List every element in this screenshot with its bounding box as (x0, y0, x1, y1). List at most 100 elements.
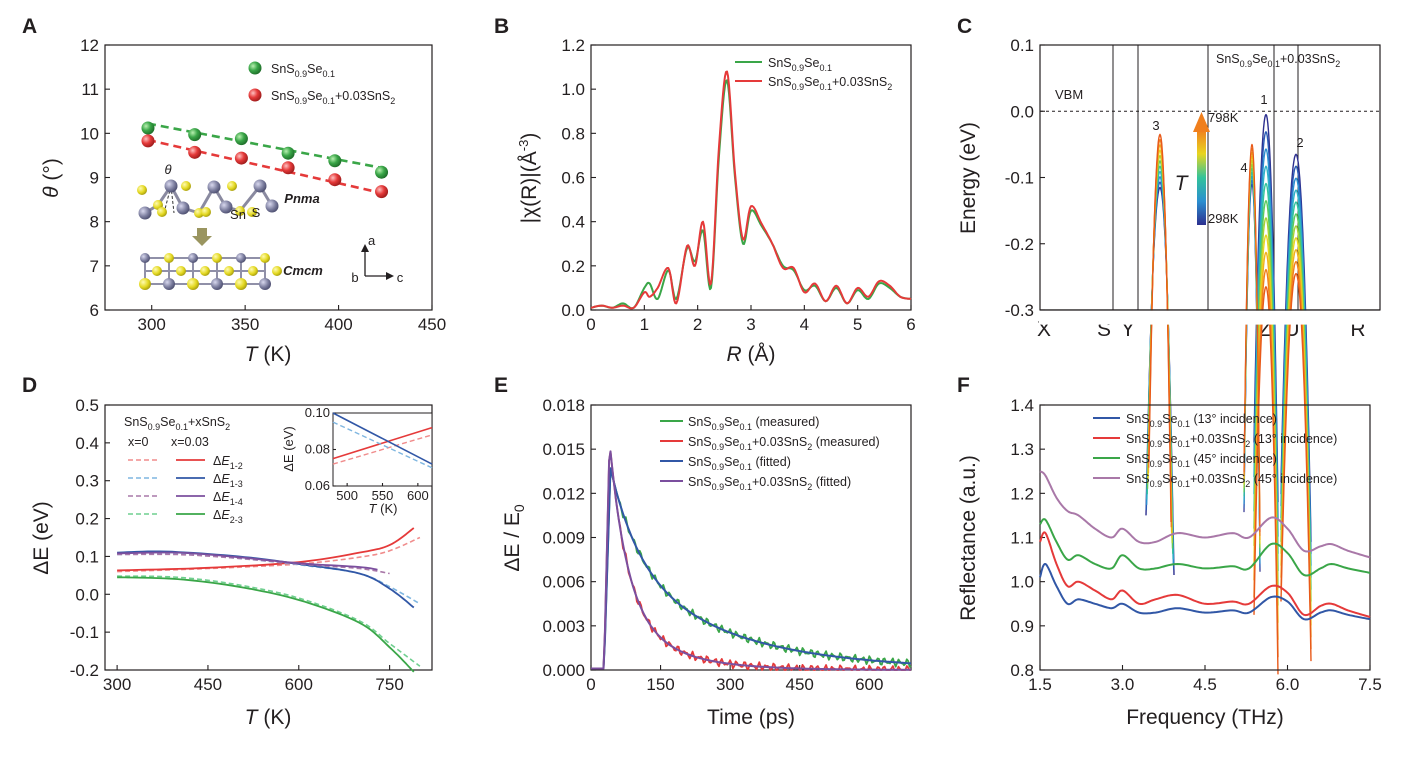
atom (260, 253, 270, 263)
panel-f-thz-reflectance: 1.5 3.0 4.5 6.0 7.5 0.8 0.9 1.0 1.1 1.2 1.3 1.4 Freq… (957, 396, 1382, 729)
data-point (375, 165, 389, 179)
s-atom (137, 185, 147, 195)
s-atom (181, 181, 191, 191)
legend-label: SnS0.9Se0.1+0.03SnS2 (768, 75, 892, 92)
y-tick-label: 0.8 (1010, 661, 1034, 680)
panel-label-e: E (494, 374, 508, 397)
reflectance-curve (1039, 563, 1371, 621)
band-2 (1280, 272, 1312, 662)
panel-b-exafs: 0 1 2 3 4 5 6 0.0 0.2 0.4 0.6 0.8 1.0 1.2 R (Å) |χ(R)|(… (516, 36, 916, 366)
legend-label: SnS0.9Se0.1 (768, 56, 832, 73)
sn-atom (253, 179, 267, 193)
s-atom (200, 266, 210, 276)
x-tick-label: 150 (646, 675, 674, 694)
y-axis-label: Reflectance (a.u.) (957, 455, 980, 621)
legend-label: ΔE1-4 (213, 490, 243, 507)
y-tick-label: 0.1 (1010, 36, 1034, 55)
atom (188, 253, 198, 263)
y-axis-label: ΔE (eV) (30, 501, 53, 575)
x-tick-label: 4.5 (1193, 675, 1217, 694)
x-tick-label: 400 (324, 315, 352, 334)
x-tick-label: 300 (716, 675, 744, 694)
data-point (328, 154, 342, 168)
exafs-curve (590, 79, 912, 310)
panel-label-f: F (957, 374, 970, 397)
legend-label: SnS0.9Se0.1+0.03SnS2 (fitted) (688, 475, 851, 492)
y-tick-label: 0.0 (75, 585, 99, 604)
atom (235, 278, 247, 290)
atom (211, 278, 223, 290)
y-axis-label: |χ(R)|(Å-3) (516, 133, 541, 224)
inset-y-tick-label: 0.08 (305, 442, 330, 457)
atom (163, 278, 175, 290)
s-atom (201, 207, 211, 217)
y-tick-label: 0.2 (75, 510, 99, 529)
y-tick-label: 12 (80, 36, 99, 55)
y-tick-label: 0.3 (75, 472, 99, 491)
curve-x0 (117, 575, 421, 667)
x-tick-label: 350 (231, 315, 259, 334)
y-tick-label: 0.4 (561, 213, 585, 232)
y-tick-label: 0.0 (1010, 102, 1034, 121)
inset-x-tick-label: 500 (336, 488, 358, 503)
legend-label: SnS0.9Se0.1+0.03SnS2 (271, 89, 395, 106)
y-tick-label: 10 (80, 124, 99, 143)
band-label: 3 (1152, 118, 1159, 133)
y-tick-label: 6 (90, 301, 99, 320)
legend-marker (248, 61, 262, 75)
plot-frame (104, 404, 433, 671)
curve-x0 (117, 553, 390, 575)
fit-line (147, 122, 382, 170)
data-point (281, 161, 295, 175)
reflectance-curve (1039, 470, 1371, 559)
y-tick-label: 1.0 (561, 80, 585, 99)
y-axis-label: Energy (eV) (957, 122, 980, 234)
fitted-curve (591, 467, 912, 670)
x-tick-label: 450 (786, 675, 814, 694)
x-axis-label: Time (ps) (707, 706, 795, 729)
fit-line (147, 138, 382, 195)
x-tick-label: 450 (418, 315, 446, 334)
s-atom (224, 266, 234, 276)
temperature-colorbar (1197, 130, 1206, 225)
colorbar-arrowhead (1193, 112, 1210, 132)
curve-x003 (117, 551, 378, 571)
y-tick-label: 0.4 (75, 434, 99, 453)
s-atom (247, 207, 257, 217)
data-point (188, 128, 202, 142)
inset-curve-x003 (332, 426, 433, 460)
y-tick-label: -0.2 (70, 661, 99, 680)
y-tick-label: 0.012 (542, 484, 585, 503)
data-point (281, 146, 295, 160)
y-tick-label: -0.3 (1005, 301, 1034, 320)
legend-marker (248, 88, 262, 102)
y-tick-label: 7 (90, 257, 99, 276)
reflectance-curve (1039, 518, 1371, 577)
x-tick-label: 4 (800, 315, 809, 334)
panel-d-energy-offsets: 300 450 600 750 -0.2 -0.1 0.0 0.1 0.2 0.3 0.4 0.5 T … (30, 396, 433, 729)
inset-curve-x003 (332, 412, 433, 465)
x-tick-label: 5 (853, 315, 862, 334)
y-tick-label: -0.1 (1005, 169, 1034, 188)
atom (187, 278, 199, 290)
reflectance-curve (1039, 531, 1371, 618)
legend-label: SnS0.9Se0.1 (measured) (688, 415, 819, 432)
x-tick-label: 0 (586, 315, 595, 334)
data-point (234, 151, 248, 165)
y-axis-label: ΔE / E0 (501, 504, 527, 572)
pnma-label: Pnma (284, 191, 319, 206)
atom (212, 253, 222, 263)
panel-e-transient-reflectance: 0 150 300 450 600 0.000 0.003 0.006 0.009 0.012 0.… (501, 396, 912, 729)
arrowhead (386, 272, 394, 280)
band-3 (1148, 133, 1172, 523)
legend-title: SnS0.9Se0.1+xSnS2 (124, 415, 230, 432)
x-tick-label: 300 (138, 315, 166, 334)
y-tick-label: 1.2 (1010, 484, 1034, 503)
y-tick-label: 11 (81, 80, 99, 99)
x-tick-label: 3.0 (1111, 675, 1135, 694)
y-tick-label: 1.4 (1010, 396, 1034, 415)
legend-label: ΔE2-3 (213, 508, 243, 525)
legend-label: SnS0.9Se0.1 (271, 62, 335, 79)
